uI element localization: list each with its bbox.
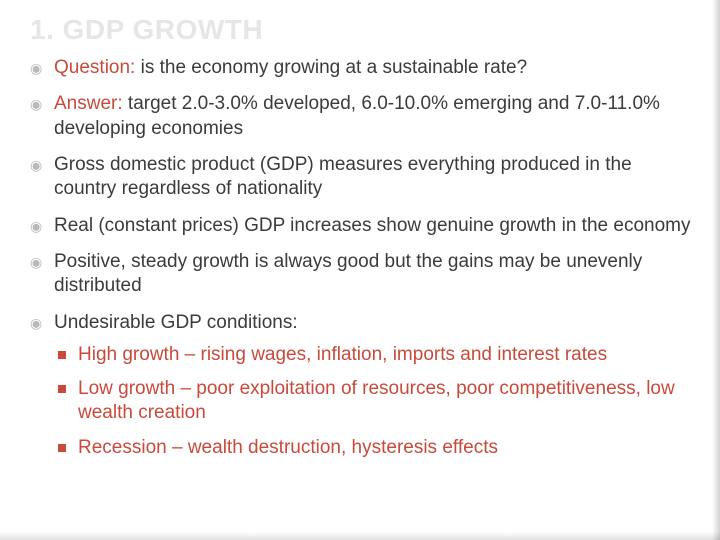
shadow-right bbox=[712, 0, 720, 540]
slide-title: 1. GDP GROWTH bbox=[30, 14, 692, 46]
bullet-list: Question: is the economy growing at a su… bbox=[28, 56, 692, 460]
text-question: is the economy growing at a sustainable … bbox=[135, 57, 527, 78]
list-item: Answer: target 2.0-3.0% developed, 6.0-1… bbox=[28, 92, 692, 141]
list-item: Question: is the economy growing at a su… bbox=[28, 56, 692, 80]
sub-list-item: Low growth – poor exploitation of resour… bbox=[54, 377, 692, 426]
text-positive-growth: Positive, steady growth is always good b… bbox=[54, 251, 642, 296]
sub-list-item: Recession – wealth destruction, hysteres… bbox=[54, 436, 692, 460]
text-gdp-def: Gross domestic product (GDP) measures ev… bbox=[54, 154, 632, 199]
slide: 1. GDP GROWTH Question: is the economy g… bbox=[0, 0, 720, 540]
text-real-gdp: Real (constant prices) GDP increases sho… bbox=[54, 215, 690, 236]
shadow-bottom bbox=[0, 532, 720, 540]
text-undesirable: Undesirable GDP conditions: bbox=[54, 312, 298, 333]
list-item: Undesirable GDP conditions: High growth … bbox=[28, 311, 692, 461]
sub-bullet-list: High growth – rising wages, inflation, i… bbox=[54, 343, 692, 460]
list-item: Real (constant prices) GDP increases sho… bbox=[28, 214, 692, 238]
label-question: Question: bbox=[54, 57, 135, 78]
sub-list-item: High growth – rising wages, inflation, i… bbox=[54, 343, 692, 367]
label-answer: Answer: bbox=[54, 93, 123, 114]
list-item: Positive, steady growth is always good b… bbox=[28, 250, 692, 299]
list-item: Gross domestic product (GDP) measures ev… bbox=[28, 153, 692, 202]
text-answer: target 2.0-3.0% developed, 6.0-10.0% eme… bbox=[54, 93, 660, 138]
